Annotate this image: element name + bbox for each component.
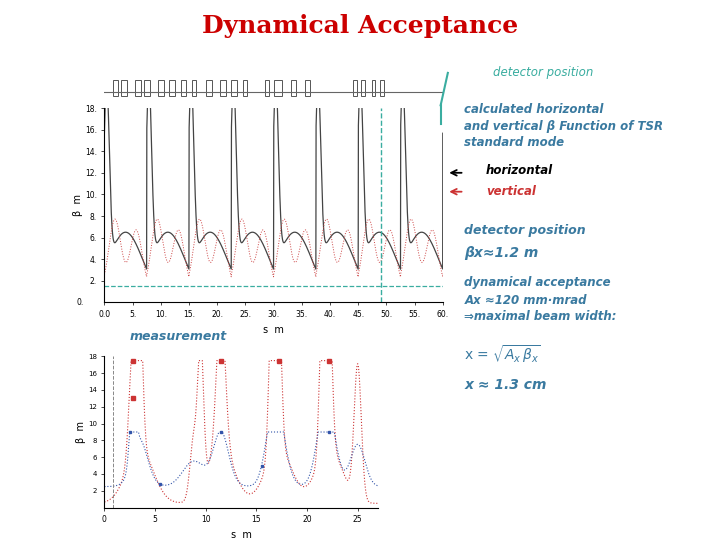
- Bar: [158, 80, 163, 96]
- Bar: [169, 80, 175, 96]
- Text: standard mode: standard mode: [464, 136, 564, 149]
- Text: detector position: detector position: [464, 224, 586, 237]
- Bar: [372, 80, 375, 96]
- Text: dynamical acceptance: dynamical acceptance: [464, 276, 611, 289]
- Text: detector position: detector position: [493, 66, 593, 79]
- Text: x = $\sqrt{A_x\,\beta_x}$: x = $\sqrt{A_x\,\beta_x}$: [464, 343, 541, 365]
- X-axis label: s  m: s m: [264, 325, 284, 335]
- Bar: [192, 80, 196, 96]
- Bar: [113, 80, 119, 96]
- Text: ⇒maximal beam width:: ⇒maximal beam width:: [464, 310, 617, 323]
- Bar: [353, 80, 357, 96]
- Y-axis label: β  m: β m: [76, 421, 86, 443]
- Bar: [243, 80, 246, 96]
- Text: 0.: 0.: [77, 298, 84, 307]
- Bar: [265, 80, 269, 96]
- Bar: [121, 80, 127, 96]
- Bar: [206, 80, 212, 96]
- Bar: [135, 80, 141, 96]
- X-axis label: s  m: s m: [231, 530, 251, 540]
- Text: and vertical β Function of TSR: and vertical β Function of TSR: [464, 120, 663, 133]
- Text: horizontal: horizontal: [486, 164, 553, 177]
- Text: Ax ≈120 mm·mrad: Ax ≈120 mm·mrad: [464, 294, 587, 307]
- Bar: [144, 80, 150, 96]
- Bar: [231, 80, 237, 96]
- Bar: [274, 80, 282, 96]
- Bar: [181, 80, 186, 96]
- Text: x ≈ 1.3 cm: x ≈ 1.3 cm: [464, 378, 547, 392]
- Text: measurement: measurement: [130, 330, 227, 343]
- Bar: [220, 80, 225, 96]
- Bar: [305, 80, 310, 96]
- Y-axis label: β  m: β m: [73, 194, 84, 216]
- Bar: [361, 80, 365, 96]
- Text: Dynamical Acceptance: Dynamical Acceptance: [202, 14, 518, 37]
- Text: vertical: vertical: [486, 185, 536, 198]
- Bar: [379, 80, 384, 96]
- Text: βx≈1.2 m: βx≈1.2 m: [464, 246, 539, 260]
- Text: calculated horizontal: calculated horizontal: [464, 103, 604, 116]
- Bar: [290, 80, 296, 96]
